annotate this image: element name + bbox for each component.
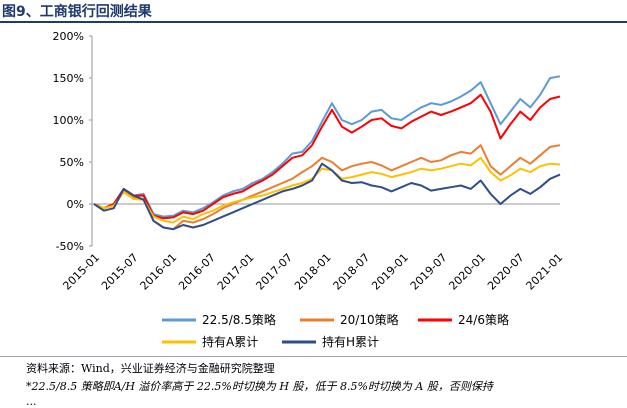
legend-label: 持有H累计 xyxy=(322,334,379,349)
y-tick-label: 0% xyxy=(67,198,84,211)
footer-rule xyxy=(0,356,627,357)
legend-label: 22.5/8.5策略 xyxy=(202,312,276,327)
x-tick-label: 2018-07 xyxy=(331,251,373,293)
y-tick-label: 50% xyxy=(60,156,84,169)
strategy-note: *22.5/8.5 策略即A/H 溢价率高于 22.5%时切换为 H 股，低于 … xyxy=(26,380,493,393)
x-tick-label: 2019-07 xyxy=(408,251,450,293)
x-tick-label: 2018-01 xyxy=(292,251,334,293)
x-tick-label: 2015-07 xyxy=(99,251,141,293)
legend-label: 20/10策略 xyxy=(340,312,399,327)
figure-header: 图9、工商银行回测结果 xyxy=(0,0,627,23)
series-line xyxy=(93,93,561,220)
x-tick-label: 2019-01 xyxy=(369,251,411,293)
x-tick-label: 2020-01 xyxy=(446,251,488,293)
x-tick-labels: 2015-012015-072016-012016-072017-012017-… xyxy=(60,251,565,293)
backtest-line-chart: 200%150%100%50%0%-50% 2015-012015-072016… xyxy=(53,30,566,349)
title-rule xyxy=(0,21,627,23)
y-tick-label: 150% xyxy=(53,72,84,85)
source-note: 资料来源：Wind，兴业证券经济与金融研究院整理 xyxy=(26,362,275,375)
y-tick-labels: 200% 150% 100% 50% 0% -50% xyxy=(53,30,92,253)
y-tick-label: 100% xyxy=(53,114,84,127)
x-tick-label: 2016-01 xyxy=(138,251,180,293)
series-line xyxy=(93,75,561,218)
x-tick-label: 2015-01 xyxy=(60,251,102,293)
x-tick-label: 2021-01 xyxy=(524,251,566,293)
x-tick-label: 2020-07 xyxy=(485,251,527,293)
legend-label: 24/6策略 xyxy=(458,312,509,327)
x-tick-label: 2016-07 xyxy=(176,251,218,293)
x-tick-label: 2017-01 xyxy=(215,251,257,293)
series-line xyxy=(93,162,561,231)
y-tick-label: 200% xyxy=(53,30,84,43)
series-line xyxy=(93,156,561,224)
legend-label: 持有A累计 xyxy=(202,334,258,349)
y-tick-label: -50% xyxy=(56,240,84,253)
figure-title: 图9、工商银行回测结果 xyxy=(2,4,152,20)
x-tick-label: 2017-07 xyxy=(253,251,295,293)
series-lines xyxy=(93,75,561,231)
